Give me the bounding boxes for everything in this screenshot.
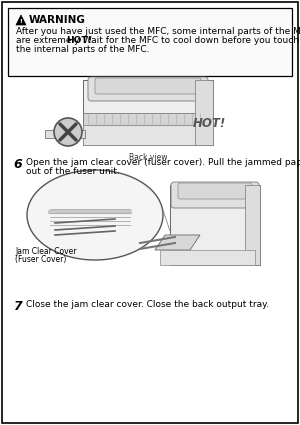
Text: are extremely: are extremely: [16, 36, 83, 45]
FancyBboxPatch shape: [195, 80, 213, 145]
Text: !: !: [20, 19, 22, 24]
FancyBboxPatch shape: [95, 78, 201, 94]
FancyBboxPatch shape: [88, 77, 208, 101]
Text: HOT!: HOT!: [193, 117, 226, 130]
Text: HOT!: HOT!: [66, 36, 92, 45]
Text: the internal parts of the MFC.: the internal parts of the MFC.: [16, 45, 149, 54]
FancyBboxPatch shape: [83, 80, 213, 145]
FancyBboxPatch shape: [170, 185, 260, 265]
Ellipse shape: [54, 118, 82, 146]
Text: After you have just used the MFC, some internal parts of the MFC: After you have just used the MFC, some i…: [16, 27, 300, 36]
Text: Jam Clear Cover: Jam Clear Cover: [15, 247, 76, 256]
FancyBboxPatch shape: [171, 182, 259, 208]
Polygon shape: [16, 15, 26, 25]
FancyBboxPatch shape: [2, 2, 298, 423]
Text: WARNING: WARNING: [29, 15, 86, 25]
Text: out of the fuser unit.: out of the fuser unit.: [26, 167, 120, 176]
Text: 7: 7: [13, 300, 22, 313]
FancyBboxPatch shape: [83, 113, 213, 125]
FancyBboxPatch shape: [45, 130, 85, 138]
Text: 6: 6: [13, 158, 22, 171]
Text: Close the jam clear cover. Close the back output tray.: Close the jam clear cover. Close the bac…: [26, 300, 269, 309]
Polygon shape: [155, 235, 200, 250]
FancyBboxPatch shape: [178, 183, 252, 199]
Text: Open the jam clear cover (fuser cover). Pull the jammed paper: Open the jam clear cover (fuser cover). …: [26, 158, 300, 167]
FancyBboxPatch shape: [8, 8, 292, 76]
Text: Back view: Back view: [129, 153, 167, 162]
FancyBboxPatch shape: [245, 185, 260, 265]
Text: (Fuser Cover): (Fuser Cover): [15, 255, 66, 264]
FancyBboxPatch shape: [160, 250, 255, 265]
Ellipse shape: [27, 170, 163, 260]
FancyBboxPatch shape: [83, 125, 213, 145]
Text: Wait for the MFC to cool down before you touch: Wait for the MFC to cool down before you…: [80, 36, 299, 45]
